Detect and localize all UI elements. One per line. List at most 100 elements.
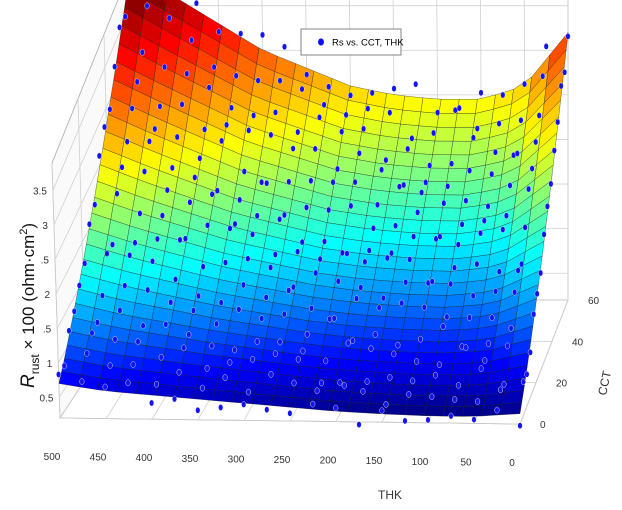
data-point <box>218 404 224 411</box>
data-point <box>441 199 447 207</box>
data-point <box>192 174 198 181</box>
data-point <box>435 109 441 116</box>
data-point <box>361 125 367 133</box>
surface-patch <box>432 140 454 156</box>
surface-patch <box>427 282 449 296</box>
data-point <box>199 384 205 392</box>
data-point <box>112 335 118 343</box>
y-axis-label: CCT <box>595 369 614 397</box>
surface-patch <box>384 204 406 220</box>
surface-patch <box>388 292 410 307</box>
data-point <box>277 338 283 346</box>
surface-patch <box>457 328 479 342</box>
data-point <box>515 267 521 274</box>
data-point <box>112 63 118 70</box>
data-point <box>383 156 389 164</box>
surface-patch <box>436 113 458 128</box>
data-point <box>500 226 506 233</box>
data-point <box>291 379 297 387</box>
data-point <box>84 349 90 357</box>
surface-patch <box>296 365 319 379</box>
surface-patch <box>345 313 368 328</box>
surface-patch <box>357 253 379 268</box>
z-tick-label: .5 <box>41 256 50 267</box>
data-point <box>134 78 140 86</box>
data-point <box>149 399 155 407</box>
surface-patch <box>423 405 446 417</box>
surface-patch <box>394 256 416 271</box>
surface-patch <box>198 365 221 380</box>
data-point <box>326 83 332 91</box>
data-point <box>286 178 292 186</box>
surface-patch <box>352 277 375 293</box>
data-point <box>352 178 358 186</box>
surface-patch <box>97 377 120 393</box>
data-point <box>107 362 113 369</box>
data-point <box>427 162 433 169</box>
data-point <box>290 145 296 152</box>
data-point <box>209 342 215 350</box>
surface-patch <box>500 402 523 416</box>
data-point <box>295 248 301 255</box>
data-point <box>200 263 206 271</box>
surface-patch <box>369 291 391 306</box>
data-point <box>360 388 366 395</box>
surface-patch <box>444 293 466 308</box>
data-point <box>372 331 378 338</box>
surface-patch <box>408 384 431 397</box>
surface-patch <box>255 371 278 386</box>
data-point <box>380 294 386 302</box>
surface-patch <box>317 356 340 370</box>
data-point <box>211 63 217 71</box>
data-point <box>406 391 412 398</box>
data-point <box>232 220 238 228</box>
data-point <box>164 186 170 194</box>
data-point <box>153 380 159 388</box>
surface-patch <box>398 231 421 246</box>
data-point <box>407 256 413 263</box>
surface-patch <box>383 316 406 330</box>
data-point <box>144 2 150 10</box>
surface-patch <box>400 109 422 127</box>
data-point <box>527 349 533 356</box>
surface-patch <box>387 394 410 406</box>
surface-patch <box>452 244 474 260</box>
data-point <box>455 381 461 389</box>
data-point <box>512 288 518 296</box>
y-tick-label: 60 <box>588 296 600 307</box>
data-point <box>433 371 439 379</box>
data-point <box>522 80 528 88</box>
surface-patch <box>331 287 354 303</box>
data-point <box>319 379 325 387</box>
data-point <box>152 125 158 133</box>
data-point <box>141 168 147 175</box>
data-point <box>216 28 222 36</box>
data-point <box>317 114 323 121</box>
data-point <box>132 239 138 247</box>
data-point <box>232 346 238 354</box>
surface-patch <box>502 390 524 405</box>
surface-patch <box>176 374 200 389</box>
data-point <box>61 362 67 370</box>
surface-patch <box>320 345 342 360</box>
surface-patch <box>398 123 419 140</box>
data-point <box>485 340 491 347</box>
data-point <box>181 344 187 352</box>
data-point <box>250 355 256 363</box>
data-point <box>238 30 244 38</box>
data-point <box>146 138 152 145</box>
surface-patch <box>201 353 224 369</box>
surface-patch <box>157 372 180 387</box>
data-point <box>445 182 451 190</box>
data-point <box>246 127 252 134</box>
surface-patch <box>465 279 487 295</box>
data-point <box>354 295 360 303</box>
data-point <box>463 197 469 204</box>
data-point <box>96 152 102 160</box>
data-point <box>281 211 287 219</box>
data-point <box>362 258 368 266</box>
surface-patch <box>119 368 142 383</box>
data-point <box>263 294 269 301</box>
data-point <box>227 225 233 232</box>
